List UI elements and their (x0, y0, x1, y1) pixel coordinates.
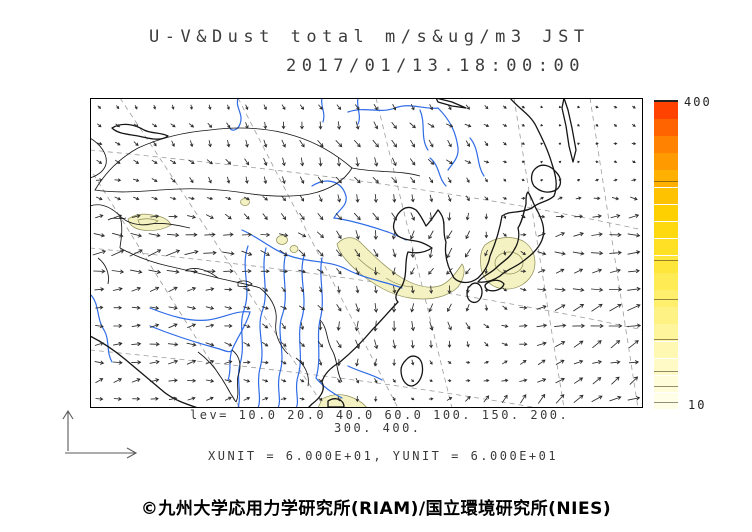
colorbar-tick (654, 402, 678, 404)
colorbar-segment (654, 119, 678, 136)
colorbar-segment (654, 136, 678, 153)
coast-layer (90, 98, 577, 408)
colorbar-max-label: 400 (684, 95, 712, 109)
colorbar (654, 100, 678, 410)
colorbar-tick (654, 338, 678, 340)
colorbar-tick (654, 259, 678, 261)
colorbar-segment (654, 273, 678, 290)
colorbar-segment (654, 187, 678, 205)
colorbar-segment (654, 153, 678, 170)
colorbar-tick (654, 299, 678, 301)
colorbar-segment (654, 324, 678, 341)
x-axis-arrow-icon (65, 447, 138, 459)
colorbar-tick (654, 181, 678, 182)
river-layer (90, 98, 485, 408)
colorbar-segment (654, 307, 678, 324)
colorbar-segment (654, 221, 678, 239)
colorbar-segment (654, 341, 678, 359)
wind-arrows (92, 104, 642, 404)
plot-title: U-V&Dust total m/s&ug/m3 JST (149, 27, 590, 47)
wind-layer (92, 104, 642, 404)
colorbar-tick (654, 370, 678, 372)
map-frame (90, 98, 643, 408)
colorbar-min-label: 10 (688, 398, 707, 412)
colorbar-segment (654, 256, 678, 273)
copyright-text: ©九州大学応用力学研究所(RIAM)/国立環境研究所(NIES) (140, 499, 612, 519)
contour-levels-line2: 300. 400. (334, 421, 422, 435)
colorbar-segment (654, 392, 678, 410)
colorbar-tick (654, 386, 678, 388)
colorbar-segment (654, 170, 678, 187)
map-canvas (90, 98, 643, 408)
plot-timestamp: 2017/01/13.18:00:00 (286, 56, 585, 76)
colorbar-segment (654, 238, 678, 256)
colorbar-segment (654, 102, 678, 119)
axis-arrows (62, 409, 138, 459)
dust-layer (127, 198, 536, 408)
colorbar-segment (654, 290, 678, 307)
unit-scale-text: XUNIT = 6.000E+01, YUNIT = 6.000E+01 (208, 449, 559, 463)
colorbar-segment (654, 358, 678, 376)
colorbar-segment (654, 375, 678, 393)
contour-levels-line1: lev= 10.0 20.0 40.0 60.0 100. 150. 200. (190, 408, 570, 422)
y-axis-arrow-icon (62, 409, 74, 451)
colorbar-segment (654, 204, 678, 222)
